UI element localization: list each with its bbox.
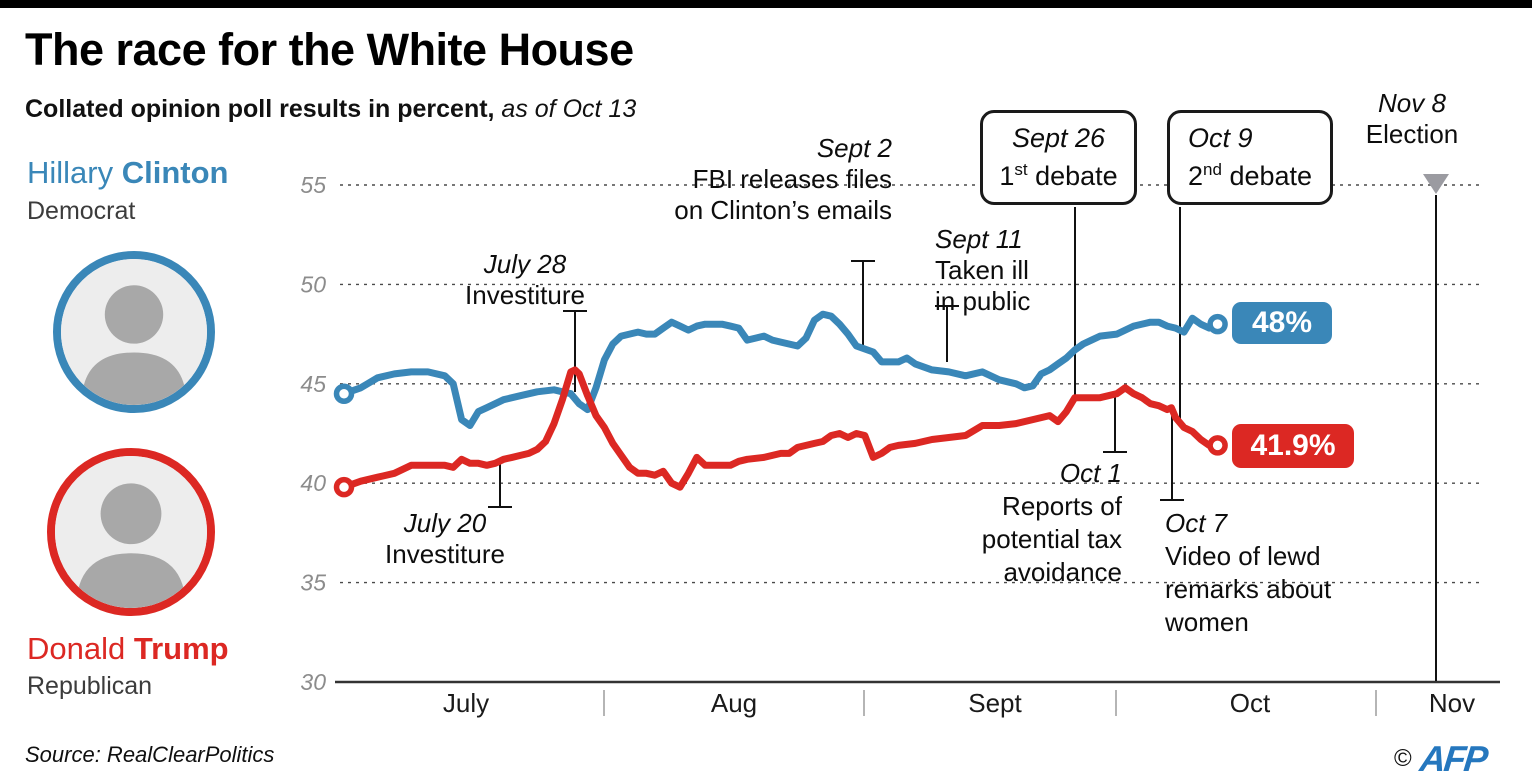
subtitle-bold: Collated opinion poll results in percent… [25, 95, 495, 123]
debate-number: 2 [1188, 161, 1204, 191]
annotation-date: Oct 1 [1059, 458, 1122, 488]
debate-number: 1 [999, 161, 1015, 191]
clinton-last-name: Clinton [121, 155, 229, 190]
debate-word: debate [1221, 161, 1313, 191]
y-axis-label-40: 40 [300, 470, 326, 496]
trump-end-marker [1207, 435, 1228, 456]
annotation-date: Sept 26 [1011, 123, 1106, 153]
axis-label-layer: 55 50 45 40 35 30 July Aug Sept Oct Nov [300, 172, 1475, 718]
annotation-text: 1st debate [983, 154, 1134, 192]
debate-ordinal: nd [1203, 160, 1222, 179]
copyright-icon: © [1394, 745, 1412, 772]
y-axis-label-30: 30 [300, 669, 326, 695]
annotation-date: Oct 7 [1165, 508, 1228, 538]
gridline-layer [340, 184, 1482, 584]
y-axis-label-50: 50 [300, 271, 326, 297]
clinton-silhouette [61, 259, 207, 405]
annotation-text: on Clinton’s emails [674, 195, 892, 225]
annotation-text: 2nd debate [1188, 154, 1330, 192]
debate-ordinal: st [1014, 160, 1028, 179]
clinton-name: Hillary Clinton [27, 155, 229, 191]
subtitle-date: as of Oct 13 [494, 95, 637, 123]
annotation-text: avoidance [1003, 557, 1122, 587]
annotation-text: Investiture [465, 280, 585, 310]
afp-logo: AFP [1417, 738, 1488, 779]
debate-word: debate [1027, 161, 1118, 191]
trump-party: Republican [27, 672, 153, 700]
annotation-text: Taken ill [935, 255, 1029, 285]
annotation-july28: July 28 Investiture [400, 249, 650, 311]
annotation-date: Oct 9 [1188, 123, 1253, 153]
annotation-first-debate-box: Sept 26 1st debate [980, 110, 1137, 205]
annotation-pointer-lines [488, 195, 1437, 681]
x-axis-label-july: July [443, 688, 489, 718]
x-axis-label-oct: Oct [1230, 688, 1271, 718]
data-series-layer [333, 310, 1228, 498]
trump-name: Donald Trump [27, 631, 229, 667]
trump-last-name: Trump [133, 631, 229, 666]
annotation-oct1: Oct 1 Reports of potential tax avoidance [840, 457, 1122, 589]
trump-start-marker [333, 476, 355, 498]
source-credit: Source: RealClearPolitics [25, 742, 275, 767]
annotation-sept11: Sept 11 Taken ill in public [935, 224, 1155, 317]
page-title: The race for the White House [25, 24, 634, 75]
annotation-text: Investiture [385, 539, 505, 569]
x-axis-label-aug: Aug [711, 688, 757, 718]
annotation-text: in public [935, 286, 1031, 316]
annotation-date: Nov 8 [1378, 88, 1446, 118]
afp-credit: © AFP [1394, 738, 1488, 780]
annotation-text: women [1165, 607, 1249, 637]
clinton-end-marker [1207, 313, 1228, 335]
trump-first-name: Donald [27, 631, 126, 666]
annotation-date: July 20 [403, 508, 487, 538]
annotation-date: Sept 2 [816, 133, 892, 163]
clinton-start-marker [333, 383, 355, 404]
trump-final-value-badge: 41.9% [1232, 424, 1354, 468]
month-tick-layer [603, 690, 1377, 716]
y-axis-label-45: 45 [300, 371, 326, 397]
clinton-final-value-badge: 48% [1232, 302, 1332, 344]
trump-line [340, 366, 1222, 491]
annotation-oct7: Oct 7 Video of lewd remarks about women [1165, 507, 1395, 639]
annotation-nov8-election: Nov 8 Election [1336, 88, 1488, 150]
annotation-text: Election [1365, 119, 1459, 149]
annotation-text: FBI releases files [692, 164, 892, 194]
annotation-second-debate-box: Oct 9 2nd debate [1167, 110, 1333, 205]
annotation-date: Sept 11 [935, 224, 1023, 254]
x-axis-label-sept: Sept [968, 688, 1022, 718]
annotation-text: remarks about [1165, 574, 1332, 604]
clinton-photo [53, 251, 215, 413]
clinton-line [340, 310, 1222, 429]
annotation-sept2: Sept 2 FBI releases files on Clinton’s e… [590, 133, 892, 226]
clinton-party: Democrat [27, 197, 136, 225]
trump-silhouette [55, 456, 207, 608]
annotation-text: Reports of [1002, 491, 1122, 521]
top-bar [0, 0, 1532, 8]
annotation-july20: July 20 Investiture [320, 508, 570, 570]
clinton-first-name: Hillary [27, 155, 114, 190]
chart-subtitle: Collated opinion poll results in percent… [25, 95, 636, 124]
annotation-text: Video of lewd [1165, 541, 1321, 571]
y-axis-label-35: 35 [300, 570, 326, 596]
trump-photo [47, 448, 215, 616]
x-axis-label-nov: Nov [1429, 688, 1475, 718]
y-axis-label-55: 55 [300, 172, 326, 198]
annotation-date: July 28 [483, 249, 567, 279]
annotation-text: potential tax [981, 524, 1122, 554]
election-day-marker-triangle [1423, 174, 1449, 194]
